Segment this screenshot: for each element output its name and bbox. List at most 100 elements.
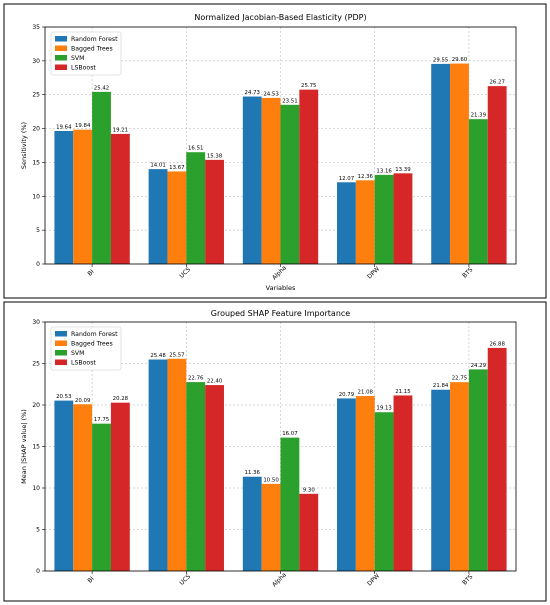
data-label: 19.64 <box>56 125 72 131</box>
bar-bagged-trees-dpw <box>355 396 375 571</box>
bar-svm-bi <box>92 423 111 571</box>
data-label: 29.60 <box>452 57 468 63</box>
bar-svm-alpha <box>280 437 300 571</box>
legend-label-bagged-trees: Bagged Trees <box>71 46 113 53</box>
plot-area <box>44 26 517 265</box>
data-label: 21.84 <box>433 383 449 389</box>
legend-swatch-lsboost <box>55 359 67 365</box>
bar-lsboost-dpw <box>393 395 413 571</box>
y-tick-label: 15 <box>32 159 40 166</box>
y-tick-label: 15 <box>32 444 40 451</box>
y-tick-label: 5 <box>36 527 40 534</box>
bar-lsboost-bts <box>487 347 507 571</box>
y-tick-label: 35 <box>32 24 40 31</box>
bar-random-forest-dpw <box>337 182 356 264</box>
legend-label-lsboost: LSBoost <box>71 360 96 367</box>
data-label: 26.88 <box>489 341 505 347</box>
bar-bagged-trees-alpha <box>261 483 281 571</box>
data-label: 9.30 <box>303 487 316 493</box>
y-tick-label: 0 <box>36 568 40 575</box>
legend <box>50 326 122 371</box>
data-label: 15.38 <box>207 153 223 159</box>
data-label: 23.51 <box>282 98 297 104</box>
data-label: 20.79 <box>339 392 355 398</box>
data-label: 24.29 <box>471 363 487 369</box>
bar-svm-bts <box>468 369 488 571</box>
data-label: 12.36 <box>358 174 374 180</box>
legend-swatch-svm <box>55 55 67 61</box>
bar-svm-bts <box>468 119 488 264</box>
bar-lsboost-ucs <box>205 159 224 264</box>
legend <box>50 31 122 76</box>
y-tick-label: 20 <box>32 126 40 133</box>
data-label: 10.50 <box>263 477 279 483</box>
legend-label-bagged-trees: Bagged Trees <box>71 341 113 348</box>
data-label: 21.15 <box>395 389 410 395</box>
data-label: 16.07 <box>282 431 297 437</box>
data-label: 19.84 <box>75 123 91 129</box>
legend-swatch-bagged-trees <box>55 45 67 51</box>
bar-lsboost-dpw <box>393 173 413 264</box>
data-label: 11.36 <box>245 470 261 476</box>
bar-random-forest-dpw <box>337 398 356 571</box>
legend-label-svm: SVM <box>71 55 85 62</box>
data-label: 25.75 <box>301 83 316 89</box>
y-tick-label: 10 <box>32 485 40 492</box>
y-tick-label: 20 <box>32 402 40 409</box>
x-axis-label: Variables <box>266 284 296 292</box>
bar-svm-dpw <box>374 174 394 264</box>
data-label: 21.39 <box>471 113 487 119</box>
legend-swatch-random-forest <box>55 36 67 42</box>
bar-bagged-trees-bi <box>73 129 93 264</box>
y-tick-label: 10 <box>32 193 40 200</box>
bar-random-forest-alpha <box>242 96 262 264</box>
data-label: 22.40 <box>207 379 223 385</box>
x-tick-label: BI <box>86 575 95 584</box>
bar-svm-ucs <box>186 152 206 264</box>
y-axis-label: Mean |SHAP value| (%) <box>20 409 28 484</box>
bar-bagged-trees-ucs <box>167 358 187 571</box>
bar-random-forest-bts <box>431 389 451 571</box>
y-tick-label: 30 <box>32 319 40 326</box>
y-tick-label: 0 <box>36 261 40 268</box>
bar-svm-dpw <box>374 412 394 571</box>
bar-svm-alpha <box>280 104 300 264</box>
y-tick-label: 5 <box>36 227 40 234</box>
y-tick-label: 25 <box>32 92 40 99</box>
data-label: 25.57 <box>169 352 184 358</box>
chart-title: Grouped SHAP Feature Importance <box>211 309 351 318</box>
data-label: 22.76 <box>188 376 204 382</box>
legend-label-lsboost: LSBoost <box>71 65 96 72</box>
bar-lsboost-ucs <box>205 385 224 571</box>
chart-panel-elasticity: 0 5 10 15 20 25 30 35 19.64 14.01 24.73 12.07 29.55 1… <box>3 3 547 299</box>
y-axis-label: Sensitivity (%) <box>20 122 28 169</box>
data-label: 20.09 <box>75 398 91 404</box>
legend-label-svm: SVM <box>71 350 85 357</box>
bar-random-forest-ucs <box>148 169 168 264</box>
data-label: 21.08 <box>358 390 374 396</box>
data-label: 25.42 <box>94 85 109 91</box>
y-tick-label: 30 <box>32 58 40 65</box>
legend-swatch-svm <box>55 350 67 356</box>
data-label: 13.67 <box>169 165 184 171</box>
data-label: 19.21 <box>113 127 128 133</box>
legend-label-random-forest: Random Forest <box>71 331 118 338</box>
legend-swatch-bagged-trees <box>55 340 67 346</box>
bar-bagged-trees-bts <box>450 382 469 571</box>
bar-random-forest-bi <box>54 131 74 264</box>
data-label: 16.51 <box>188 146 203 152</box>
bar-random-forest-bts <box>431 63 451 265</box>
bar-lsboost-alpha <box>299 493 319 571</box>
data-label: 12.07 <box>339 176 354 182</box>
data-label: 26.27 <box>489 80 504 86</box>
data-label: 14.01 <box>150 163 165 169</box>
bar-bagged-trees-ucs <box>167 171 187 264</box>
data-label: 19.13 <box>376 406 391 412</box>
bar-svm-bi <box>92 91 111 264</box>
bar-lsboost-bts <box>487 86 507 265</box>
bar-lsboost-bi <box>110 133 130 264</box>
data-label: 24.73 <box>245 90 260 96</box>
data-label: 22.75 <box>452 376 467 382</box>
bar-bagged-trees-alpha <box>261 97 281 265</box>
data-label: 24.53 <box>263 91 278 97</box>
